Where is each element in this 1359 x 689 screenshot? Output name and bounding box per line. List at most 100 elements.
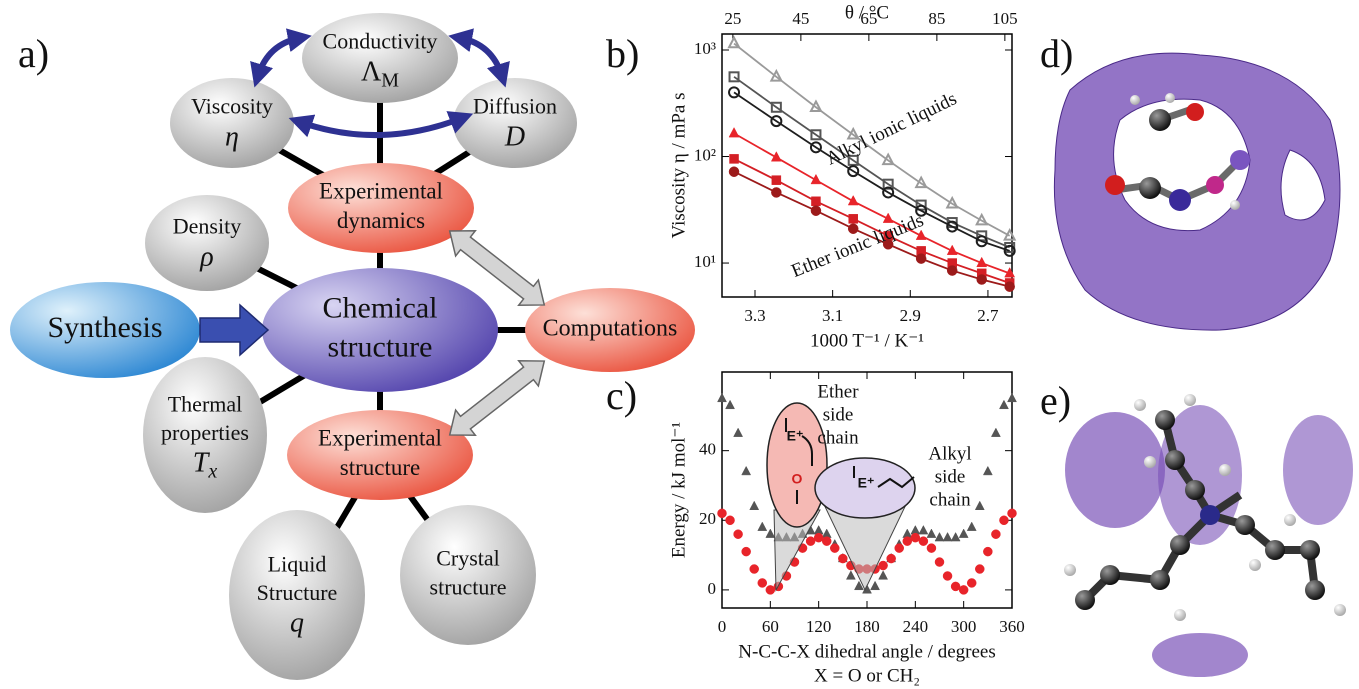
data-point bbox=[975, 565, 984, 574]
data-point bbox=[742, 466, 751, 475]
data-point bbox=[822, 529, 831, 538]
data-point bbox=[943, 571, 952, 580]
x-tick-label: 300 bbox=[951, 617, 977, 636]
node-symbol: D bbox=[504, 122, 525, 153]
data-point bbox=[806, 537, 815, 546]
node-label: Liquid bbox=[268, 551, 327, 576]
y-axis-title: Viscosity η / mPa s bbox=[668, 92, 689, 238]
chart-b: 3.33.12.92.72545658510510¹10²10³1000 T⁻¹… bbox=[668, 2, 1017, 351]
data-point bbox=[999, 516, 1008, 525]
node-label: Density bbox=[173, 214, 241, 239]
data-point bbox=[726, 516, 735, 525]
inset-label: chain bbox=[817, 427, 859, 448]
data-point bbox=[822, 537, 831, 546]
inset-label: chain bbox=[929, 489, 971, 510]
panel-e-graphic bbox=[1064, 394, 1353, 677]
data-point bbox=[991, 530, 1000, 539]
symbol: ρ bbox=[199, 242, 213, 273]
data-point bbox=[750, 501, 759, 510]
figure: ConductivityΛMViscosityηDiffusionDExperi… bbox=[0, 0, 1359, 689]
data-point bbox=[927, 529, 936, 538]
data-point bbox=[951, 533, 960, 542]
data-point bbox=[927, 544, 936, 553]
data-point bbox=[758, 522, 767, 531]
data-point bbox=[967, 522, 976, 531]
data-point bbox=[848, 224, 858, 234]
y-tick-label: 40 bbox=[699, 440, 716, 459]
node-label: dynamics bbox=[337, 208, 425, 233]
data-point bbox=[919, 526, 928, 535]
data-point bbox=[911, 526, 920, 535]
x-tick-label: 240 bbox=[903, 617, 929, 636]
data-point bbox=[729, 38, 739, 48]
data-point bbox=[814, 526, 823, 535]
data-point bbox=[750, 565, 759, 574]
y-tick-label: 10² bbox=[694, 145, 716, 164]
node-label: properties bbox=[161, 420, 249, 445]
node-label: structure bbox=[430, 574, 507, 599]
x-tick-label: 180 bbox=[854, 617, 880, 636]
data-point bbox=[1008, 509, 1017, 518]
node-label: Structure bbox=[257, 580, 338, 605]
y-tick-label: 0 bbox=[708, 579, 717, 598]
y-tick-label: 10³ bbox=[694, 39, 716, 58]
symbol: η bbox=[225, 122, 239, 153]
x-axis-title: 1000 T⁻¹ / K⁻¹ bbox=[810, 330, 924, 351]
inset-label: side bbox=[935, 466, 966, 487]
data-point bbox=[983, 466, 992, 475]
x-axis-subtitle: X = O or CH₂ bbox=[814, 665, 920, 686]
data-point bbox=[983, 547, 992, 556]
inset-label: side bbox=[823, 404, 854, 425]
data-point bbox=[849, 214, 858, 223]
data-point bbox=[959, 529, 968, 538]
data-point bbox=[999, 400, 1008, 409]
x2-tick-label: 45 bbox=[792, 9, 809, 28]
data-point bbox=[729, 128, 739, 138]
y-tick-label: 10¹ bbox=[694, 252, 716, 271]
data-point bbox=[951, 582, 960, 591]
node-label: Thermal bbox=[168, 391, 243, 416]
data-point bbox=[758, 578, 767, 587]
symbol: D bbox=[504, 122, 525, 153]
node-symbol: η bbox=[225, 122, 239, 153]
data-point bbox=[729, 167, 739, 177]
x-tick-label: 120 bbox=[806, 617, 832, 636]
data-point bbox=[814, 533, 823, 542]
inset-label: Ether bbox=[817, 381, 859, 402]
data-point bbox=[879, 571, 888, 580]
data-point bbox=[959, 585, 968, 594]
panel-label: d) bbox=[1040, 31, 1073, 76]
data-point bbox=[1005, 282, 1015, 292]
x2-tick-label: 25 bbox=[724, 9, 741, 28]
panel-label: e) bbox=[1040, 378, 1071, 423]
node-label: Experimental bbox=[319, 178, 443, 203]
node-label: Conductivity bbox=[323, 29, 438, 54]
y-axis-title: Energy / kJ mol⁻¹ bbox=[668, 422, 689, 559]
data-point bbox=[1008, 393, 1017, 402]
x-tick-label: 3.3 bbox=[744, 306, 765, 325]
data-point bbox=[730, 154, 739, 163]
diagram-nodes: ConductivityΛMViscosityηDiffusionDExperi… bbox=[10, 13, 695, 680]
node-label: Crystal bbox=[436, 546, 500, 571]
data-point bbox=[846, 571, 855, 580]
subscript: M bbox=[381, 69, 399, 91]
data-point bbox=[718, 509, 727, 518]
annotation: Alkyl ionic liquids bbox=[823, 88, 960, 169]
synthesis-arrow bbox=[200, 305, 268, 355]
inset-atom: E⁺ bbox=[787, 428, 804, 444]
node-symbol: q bbox=[290, 608, 304, 639]
symbol: Λ bbox=[361, 57, 382, 88]
data-point bbox=[919, 537, 928, 546]
data-point bbox=[811, 206, 821, 216]
data-point bbox=[887, 554, 896, 563]
data-point bbox=[726, 400, 735, 409]
data-point bbox=[935, 533, 944, 542]
x2-tick-label: 105 bbox=[992, 9, 1018, 28]
inset-atom: E⁺ bbox=[858, 475, 875, 491]
data-point bbox=[895, 544, 904, 553]
x-tick-label: 2.7 bbox=[977, 306, 999, 325]
data-point bbox=[871, 581, 880, 590]
data-point bbox=[811, 197, 820, 206]
data-point bbox=[734, 428, 743, 437]
node-label: Viscosity bbox=[191, 94, 273, 119]
